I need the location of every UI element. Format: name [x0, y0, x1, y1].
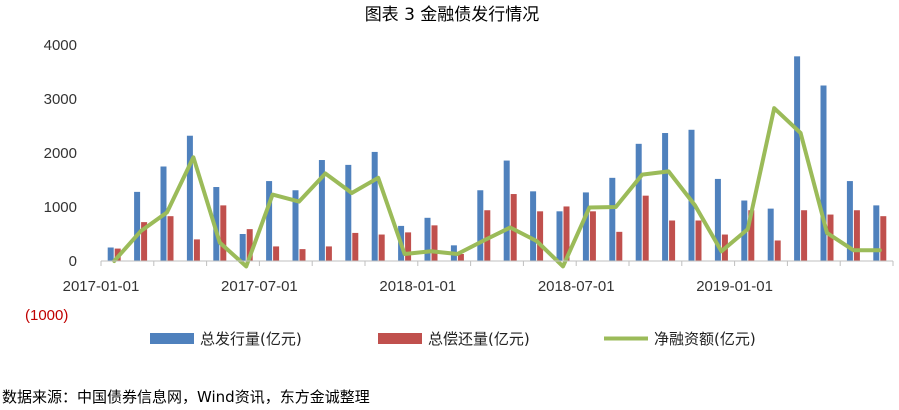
bar-repayment: [827, 214, 834, 261]
bar-repayment: [774, 240, 781, 261]
bar-repayment: [273, 246, 280, 261]
bar-repayment: [616, 231, 623, 261]
x-tick-label: 2019-01-01: [696, 278, 773, 295]
y-tick-negative: (1000): [25, 307, 68, 324]
bar-repayment: [325, 246, 332, 261]
y-tick-label: 2000: [44, 145, 77, 162]
y-tick-label: 1000: [44, 199, 77, 216]
bar-issuance: [530, 191, 537, 261]
bar-issuance: [662, 133, 669, 261]
bar-repayment: [563, 206, 570, 261]
y-tick-label: 4000: [44, 37, 77, 54]
bar-repayment: [246, 229, 253, 261]
bar-issuance: [635, 143, 642, 261]
bar-repayment: [141, 222, 148, 261]
bar-issuance: [371, 151, 378, 261]
bar-issuance: [556, 211, 563, 261]
bar-issuance: [582, 192, 589, 261]
bar-issuance: [107, 247, 114, 261]
bar-repayment: [589, 211, 596, 261]
bar-issuance: [239, 234, 246, 261]
bar-repayment: [457, 253, 464, 261]
bar-issuance: [873, 205, 880, 261]
bar-issuance: [794, 56, 801, 262]
net-financing-line: [112, 106, 882, 269]
bar-issuance: [186, 135, 193, 261]
bar-issuance: [318, 160, 325, 261]
bar-repayment: [748, 210, 755, 261]
bar-repayment: [299, 249, 306, 261]
bar-repayment: [880, 216, 887, 261]
bar-issuance: [820, 85, 827, 261]
bar-repayment: [193, 239, 200, 261]
bar-issuance: [424, 217, 431, 261]
bar-repayment: [220, 205, 227, 261]
bar-issuance: [503, 160, 510, 261]
bar-issuance: [767, 208, 774, 261]
bar-repayment: [431, 225, 438, 261]
bar-repayment: [484, 210, 491, 261]
bar-issuance: [846, 181, 853, 261]
legend-label: 总偿还量(亿元): [428, 330, 530, 348]
bar-repayment: [405, 232, 412, 261]
legend-label: 总发行量(亿元): [200, 330, 302, 348]
x-tick-label: 2017-01-01: [63, 278, 140, 295]
y-tick-label: 0: [69, 253, 77, 270]
legend-swatch: [150, 333, 194, 344]
bar-issuance: [213, 187, 220, 261]
y-axis-ticks: 4000 3000 2000 1000 0: [44, 37, 77, 270]
bar-repayment: [853, 210, 860, 261]
bar-issuance: [134, 191, 141, 261]
bar-repayment: [378, 234, 385, 261]
source-note: 数据来源：中国债券信息网，Wind资讯，东方金诚整理: [2, 388, 370, 406]
x-tick-label: 2018-07-01: [538, 278, 615, 295]
bar-repayment: [642, 195, 649, 261]
bar-issuance: [266, 181, 273, 261]
legend-label: 净融资额(亿元): [654, 330, 756, 348]
bar-repayment: [537, 211, 544, 261]
legend: 总发行量(亿元) 总偿还量(亿元) 净融资额(亿元): [150, 330, 756, 348]
bar-issuance: [345, 164, 352, 261]
bar-issuance: [292, 190, 299, 261]
x-tick-label: 2017-07-01: [221, 278, 298, 295]
y-tick-label: 3000: [44, 91, 77, 108]
line-series: [112, 106, 882, 269]
bar-repayment: [695, 220, 702, 261]
bars: [107, 56, 887, 262]
bar-issuance: [714, 178, 721, 261]
bar-issuance: [688, 129, 695, 261]
x-axis-ticks: 2017-01-01 2017-07-01 2018-01-01 2018-07-01…: [63, 261, 894, 295]
bar-repayment: [669, 220, 676, 261]
bar-issuance: [477, 190, 484, 261]
bar-repayment: [167, 216, 174, 261]
bar-issuance: [609, 177, 616, 261]
bar-repayment: [801, 210, 808, 261]
bar-repayment: [352, 232, 359, 261]
legend-swatch: [378, 333, 422, 344]
chart-title: 图表 3 金融债发行情况: [365, 5, 540, 25]
x-tick-label: 2018-01-01: [379, 278, 456, 295]
